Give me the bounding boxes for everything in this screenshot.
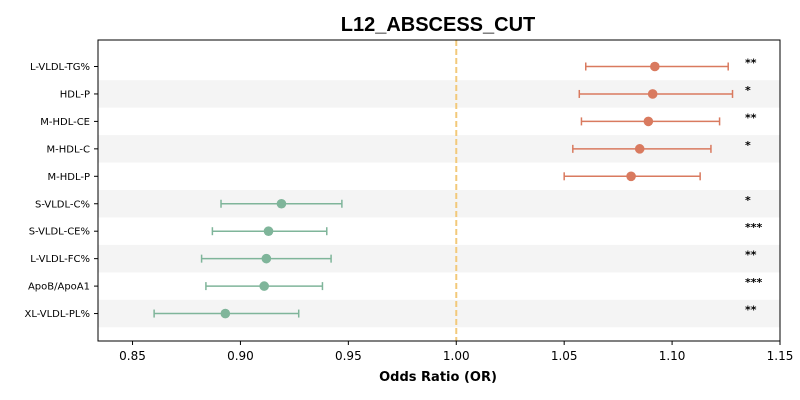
x-tick-label: 1.10 bbox=[659, 349, 686, 363]
x-tick-label: 1.15 bbox=[767, 349, 794, 363]
x-axis-ticks: 0.85 0.90 0.95 1.00 1.05 1.10 1.15 bbox=[119, 341, 793, 363]
or-point bbox=[263, 226, 274, 236]
x-tick-label: 0.95 bbox=[335, 349, 362, 363]
y-tick-label: ApoB/ApoA1 bbox=[28, 282, 90, 293]
y-tick-label: XL-VLDL-PL% bbox=[25, 309, 91, 320]
or-point bbox=[261, 253, 272, 264]
row-bands bbox=[98, 80, 780, 328]
y-tick-label: M-HDL-P bbox=[48, 172, 91, 183]
x-axis-label: Odds Ratio (OR) bbox=[379, 370, 497, 385]
y-tick-label: L-VLDL-FC% bbox=[30, 254, 90, 265]
significance-label: ** bbox=[745, 304, 757, 317]
or-point bbox=[276, 198, 287, 209]
or-point bbox=[626, 171, 636, 182]
significance-label: *** bbox=[745, 221, 763, 234]
or-point bbox=[220, 308, 231, 319]
y-tick-label: L-VLDL-TG% bbox=[30, 62, 90, 73]
y-tick-label: M-HDL-C bbox=[47, 144, 90, 155]
x-tick-label: 0.90 bbox=[227, 349, 254, 363]
or-point bbox=[634, 144, 645, 154]
axes bbox=[94, 39, 781, 342]
significance-label: * bbox=[745, 139, 751, 152]
significance-labels: ***************** bbox=[745, 57, 763, 317]
significance-label: * bbox=[745, 194, 751, 207]
x-tick-label: 0.85 bbox=[119, 349, 146, 363]
y-tick-label: S-VLDL-C% bbox=[35, 199, 90, 210]
y-tick-label: S-VLDL-CE% bbox=[29, 227, 90, 238]
significance-label: ** bbox=[745, 57, 757, 70]
y-tick-label: HDL-P bbox=[60, 89, 90, 100]
significance-label: * bbox=[745, 84, 751, 97]
y-tick-label: M-HDL-CE bbox=[40, 117, 90, 128]
or-point bbox=[647, 89, 658, 99]
plot-frame bbox=[97, 39, 781, 342]
or-point bbox=[650, 61, 660, 72]
or-point bbox=[643, 116, 654, 127]
or-point bbox=[259, 281, 269, 291]
row-band bbox=[98, 190, 780, 218]
x-tick-label: 1.05 bbox=[551, 349, 578, 363]
or-points bbox=[220, 61, 660, 319]
significance-label: *** bbox=[745, 276, 763, 289]
significance-label: ** bbox=[745, 249, 757, 262]
y-axis-labels: L-VLDL-TG% HDL-P M-HDL-CE M-HDL-C M-HDL-P S-V… bbox=[25, 62, 91, 320]
chart-title: L12_ABSCESS_CUT bbox=[341, 14, 536, 36]
significance-label: ** bbox=[745, 111, 757, 124]
x-tick-label: 1.00 bbox=[443, 349, 470, 363]
row-band bbox=[98, 244, 780, 273]
